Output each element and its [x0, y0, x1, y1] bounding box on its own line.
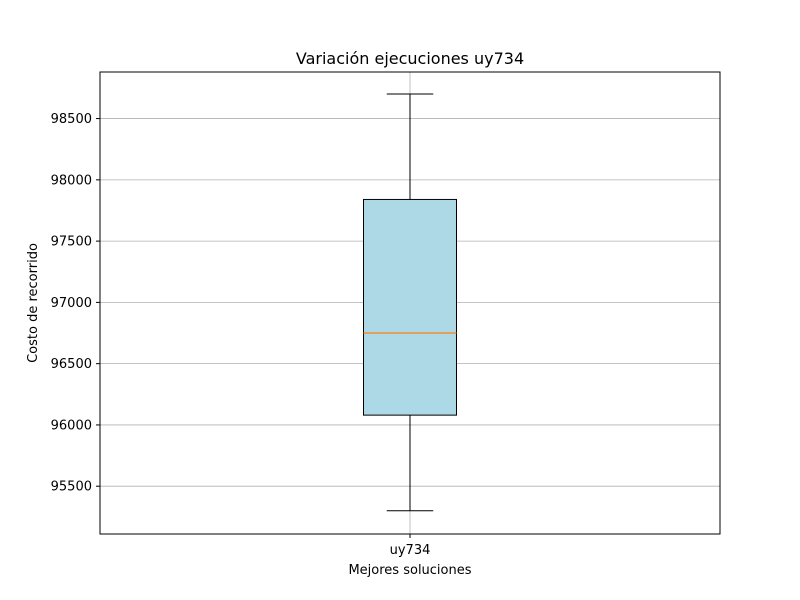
y-tick-label: 96500: [51, 357, 92, 372]
x-tick-label: uy734: [390, 543, 431, 558]
plot-layer: [363, 93, 457, 512]
y-tick-label: 98500: [51, 112, 92, 127]
y-axis-label: Costo de recorrido: [26, 243, 41, 363]
y-tick-label: 96000: [51, 418, 92, 433]
y-tick-label: 95500: [51, 480, 92, 495]
chart-title: Variación ejecuciones uy734: [296, 49, 524, 68]
x-axis: uy734: [390, 534, 431, 558]
y-axis: 95500 96000 96500 97000 97500 98000 98500: [51, 112, 100, 495]
y-tick-label: 97000: [51, 296, 92, 311]
y-tick-label: 97500: [51, 235, 92, 250]
y-tick-label: 98000: [51, 173, 92, 188]
x-axis-label: Mejores soluciones: [348, 563, 471, 578]
box-iqr: [363, 198, 457, 416]
